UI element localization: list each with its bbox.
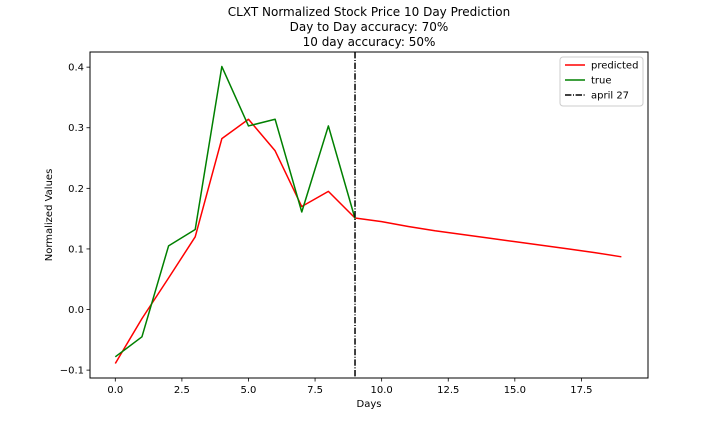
legend-label-april-27: april 27: [591, 91, 629, 102]
series-line-true: [114, 65, 356, 358]
x-tick-label: 5.0: [241, 385, 257, 396]
y-tick-label: −0.1: [60, 366, 84, 377]
chart-title-line-3: 10 day accuracy: 50%: [303, 35, 436, 49]
y-axis-label: Normalized Values: [44, 169, 55, 262]
series-layer: [114, 65, 622, 364]
x-tick-label: 7.5: [307, 385, 323, 396]
y-tick-label: 0.0: [68, 305, 84, 316]
legend-label-predicted: predicted: [591, 61, 638, 72]
chart-title-line-1: CLXT Normalized Stock Price 10 Day Predi…: [228, 5, 510, 19]
x-tick-label: 17.5: [570, 385, 592, 396]
chart-title: CLXT Normalized Stock Price 10 Day Predi…: [228, 5, 510, 49]
legend: predicted true april 27: [559, 56, 644, 107]
y-tick-label: 0.1: [68, 244, 84, 255]
y-axis-ticks: −0.1 0.0 0.1 0.2 0.3 0.4: [60, 63, 90, 377]
chart-title-line-2: Day to Day accuracy: 70%: [290, 20, 449, 34]
series-line-predicted: [114, 118, 622, 364]
plot-frame: [89, 51, 649, 379]
x-axis-ticks: 0.0 2.5 5.0 7.5 10.0 12.5 15.0 17.5: [107, 378, 593, 396]
legend-items: predicted true april 27: [565, 61, 638, 102]
legend-box: [559, 56, 644, 107]
x-tick-label: 2.5: [174, 385, 190, 396]
legend-label-true: true: [591, 76, 612, 87]
x-axis-label: Days: [357, 399, 382, 410]
x-tick-label: 0.0: [107, 385, 123, 396]
y-tick-label: 0.3: [68, 123, 84, 134]
x-tick-label: 15.0: [504, 385, 526, 396]
x-tick-label: 10.0: [371, 385, 393, 396]
plot-area: [89, 51, 649, 379]
y-tick-label: 0.4: [68, 63, 84, 74]
x-tick-label: 12.5: [437, 385, 459, 396]
y-tick-label: 0.2: [68, 184, 84, 195]
